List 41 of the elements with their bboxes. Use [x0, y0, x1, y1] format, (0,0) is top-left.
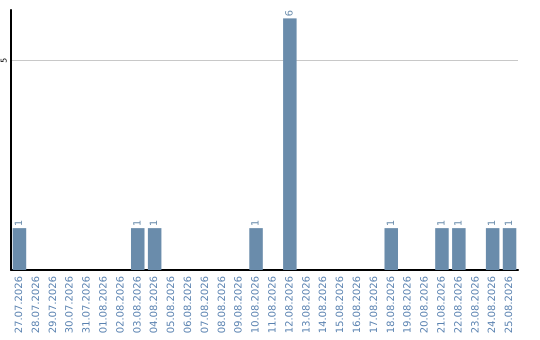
- x-tick-label: 29.07.2026: [48, 276, 59, 334]
- x-tick-label: 23.08.2026: [470, 276, 482, 334]
- x-tick-label: 25.08.2026: [504, 276, 516, 334]
- data-label: 1: [14, 220, 25, 226]
- x-tick-label: 04.08.2026: [149, 276, 160, 334]
- data-label: 6: [284, 10, 296, 16]
- x-tick-label: 28.07.2026: [30, 276, 42, 334]
- x-tick-label: 10.08.2026: [250, 276, 262, 334]
- x-tick-label: 16.08.2026: [352, 276, 363, 334]
- x-tick-label: 11.08.2026: [267, 276, 278, 334]
- x-tick-label: 20.08.2026: [420, 276, 431, 334]
- x-tick-label: 07.08.2026: [200, 276, 211, 334]
- data-label: 1: [504, 220, 516, 226]
- data-label: 1: [436, 220, 448, 226]
- x-tick-label: 19.08.2026: [402, 276, 414, 334]
- x-tick-label: 09.08.2026: [234, 276, 245, 334]
- data-label: 1: [453, 220, 464, 226]
- x-tick-label: 02.08.2026: [115, 276, 126, 334]
- data-label: 1: [149, 220, 160, 226]
- x-tick-label: 14.08.2026: [318, 276, 330, 334]
- x-tick-label: 27.07.2026: [14, 276, 25, 334]
- x-tick-label: 22.08.2026: [453, 276, 464, 334]
- data-label: 1: [386, 220, 397, 226]
- x-tick-label: 03.08.2026: [132, 276, 144, 334]
- data-label: 1: [132, 220, 144, 226]
- x-tick-label: 06.08.2026: [182, 276, 194, 334]
- data-label: 1: [487, 220, 498, 226]
- x-tick-label: 12.08.2026: [284, 276, 296, 334]
- x-tick-label: 18.08.2026: [386, 276, 397, 334]
- y-tick-label: 5: [0, 58, 8, 63]
- x-tick-label: 01.08.2026: [98, 276, 110, 334]
- x-tick-label: 30.07.2026: [64, 276, 76, 334]
- x-tick-label: 31.07.2026: [82, 276, 93, 334]
- x-tick-label: 05.08.2026: [166, 276, 178, 334]
- x-tick-label: 24.08.2026: [487, 276, 498, 334]
- x-tick-label: 13.08.2026: [301, 276, 312, 334]
- x-tick-label: 17.08.2026: [368, 276, 380, 334]
- x-tick-label: 08.08.2026: [216, 276, 228, 334]
- x-tick-label: 21.08.2026: [436, 276, 448, 334]
- x-tick-label: 15.08.2026: [335, 276, 346, 334]
- data-label: 1: [250, 220, 262, 226]
